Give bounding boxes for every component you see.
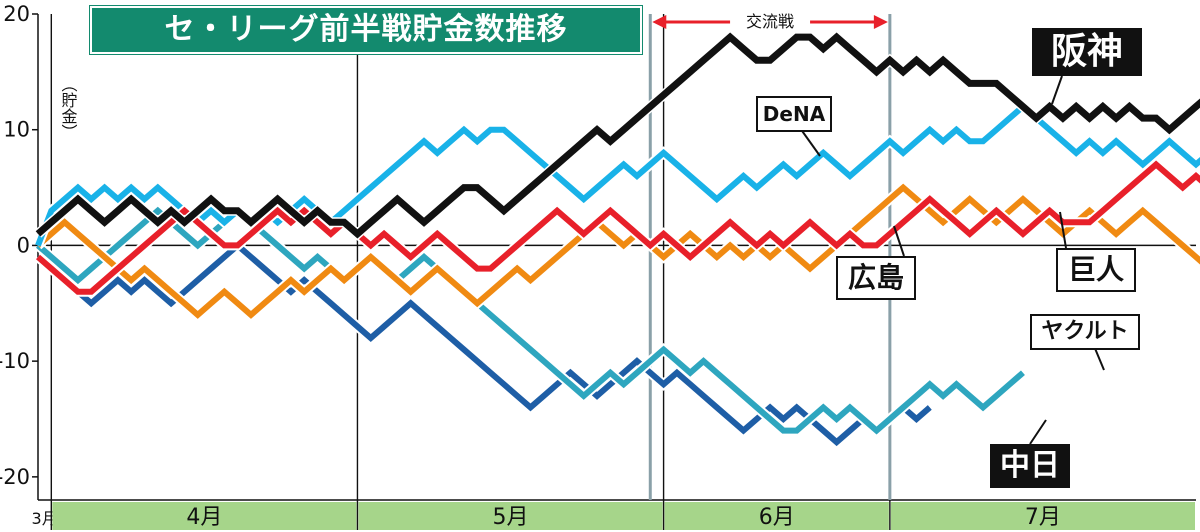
chart-title-box: セ・リーグ前半戦貯金数推移 [90, 6, 642, 54]
y-tick-label: -20 [0, 465, 30, 489]
label-hanshin: 阪神 [1032, 28, 1142, 76]
series-points-hanshin [37, 37, 1197, 234]
leader-line-hanshin [1051, 75, 1063, 105]
leader-line-chunichi [1029, 419, 1047, 445]
y-tick-label: 20 [3, 2, 30, 26]
leader-line-dena [799, 127, 821, 157]
month-band [890, 502, 1195, 530]
series-line-chunichi [36, 241, 932, 447]
leader-line-yakult [1093, 345, 1105, 371]
y-tick-label: -10 [0, 349, 30, 373]
y-unit-label: （貯金） [59, 76, 78, 140]
leader-line-giants [893, 225, 905, 257]
label-yakult: ヤクルト [1030, 314, 1140, 350]
month-band [39, 502, 51, 530]
interleague-label-bg [730, 9, 811, 31]
label-giants: 巨人 [1056, 248, 1136, 292]
label-hiroshima: 広島 [836, 256, 916, 300]
interleague-label: 交流戦 [746, 12, 794, 31]
month-label: 5月 [493, 505, 529, 530]
interleague-arrow-head-right [873, 15, 888, 29]
label-chunichi: 中日 [990, 444, 1070, 488]
interleague-arrow-head-left [652, 15, 667, 29]
chart-title: セ・リーグ前半戦貯金数推移 [164, 12, 568, 47]
month-label: 7月 [1025, 505, 1061, 530]
series-casing-chunichi [34, 238, 934, 449]
label-dena: DeNA [756, 96, 832, 132]
month-band [358, 502, 663, 530]
leader-line-hiroshima [1059, 211, 1067, 249]
month-band [664, 502, 889, 530]
series-points-chunichi [37, 245, 930, 443]
month-label: 4月 [186, 505, 222, 530]
month-label: 6月 [759, 505, 795, 530]
month-band [52, 502, 357, 530]
y-tick-label: 10 [3, 118, 30, 142]
y-tick-label: 0 [17, 233, 30, 257]
series-points-hiroshima [37, 164, 1197, 292]
